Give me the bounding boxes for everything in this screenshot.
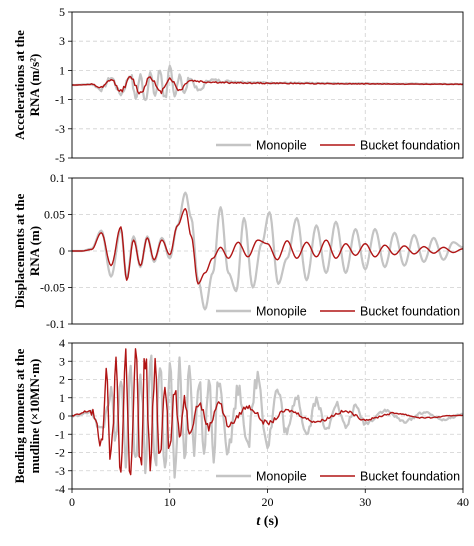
y-axis-label: Accelerations at theRNA (m/s²) bbox=[12, 30, 42, 140]
y-axis-label: Displacements at theRNA (m) bbox=[12, 193, 42, 308]
x-tick-label: 20 bbox=[262, 495, 274, 509]
legend: Monopile Bucket foundation bbox=[212, 301, 461, 321]
y-tick-label: 0.05 bbox=[44, 208, 65, 222]
y-tick-label: -4 bbox=[55, 482, 65, 496]
y-tick-label: -0.1 bbox=[46, 317, 65, 331]
y-tick-label: 3 bbox=[59, 34, 65, 48]
x-tick-label: 10 bbox=[164, 495, 176, 509]
y-axis-label-line: Displacements at the bbox=[12, 193, 27, 308]
x-tick-label: 0 bbox=[69, 495, 75, 509]
legend-label-bucket-foundation: Bucket foundation bbox=[360, 139, 460, 153]
legend-label-bucket-foundation: Bucket foundation bbox=[360, 470, 460, 484]
y-tick-label: 4 bbox=[59, 336, 65, 350]
x-tick-label: 30 bbox=[359, 495, 371, 509]
plot-frame bbox=[71, 11, 464, 159]
y-axis-label: Bending moments at themudline (×10MN·m) bbox=[12, 348, 42, 483]
legend-label-monopile: Monopile bbox=[256, 305, 307, 319]
legend-label-monopile: Monopile bbox=[256, 470, 307, 484]
y-tick-label: 1 bbox=[59, 391, 65, 405]
y-tick-label: 0 bbox=[59, 409, 65, 423]
x-axis-label: t (s) bbox=[256, 514, 279, 529]
y-tick-label: -3 bbox=[55, 464, 65, 478]
y-tick-label: 0.1 bbox=[50, 171, 65, 185]
legend-label-bucket-foundation: Bucket foundation bbox=[360, 305, 460, 319]
plot-frame bbox=[71, 177, 464, 325]
y-axis-label-line: RNA (m) bbox=[27, 226, 42, 276]
x-axis-label-unit: (s) bbox=[264, 514, 279, 529]
x-axis-label-var: t bbox=[256, 514, 263, 529]
legend: Monopile Bucket foundation bbox=[212, 135, 461, 155]
series-line-bucket-foundation bbox=[72, 348, 463, 476]
y-axis-label-line: RNA (m/s²) bbox=[27, 54, 42, 117]
y-tick-label: 2 bbox=[59, 373, 65, 387]
chart-panel-2: -0.1 -0.05 0 0.05 0.1 Monopile Bucket foundati… bbox=[12, 171, 464, 331]
legend-label-monopile: Monopile bbox=[256, 139, 307, 153]
legend: Monopile Bucket foundation bbox=[212, 466, 461, 486]
y-axis-label-line: Accelerations at the bbox=[12, 30, 27, 140]
series-line-monopile bbox=[72, 354, 463, 479]
y-tick-label: -0.05 bbox=[40, 281, 65, 295]
y-axis-label-line: mudline (×10MN·m) bbox=[27, 359, 42, 474]
y-axis-label-line: Bending moments at the bbox=[12, 348, 27, 483]
x-tick-label: 40 bbox=[457, 495, 469, 509]
y-tick-label: -1 bbox=[55, 93, 65, 107]
y-tick-label: 3 bbox=[59, 354, 65, 368]
y-tick-label: 1 bbox=[59, 63, 65, 77]
chart-panel-3: -4 -3 -2 -1 0 1 2 3 4 Monopile Bucket foundation Be… bbox=[12, 336, 469, 529]
series-line-bucket-foundation bbox=[72, 76, 463, 95]
y-tick-label: -5 bbox=[55, 151, 65, 165]
y-tick-label: 0 bbox=[59, 244, 65, 258]
y-tick-label: -2 bbox=[55, 446, 65, 460]
chart-panel-1: -5 -3 -1 1 3 5 Monopile Bucket foundation Accele… bbox=[12, 5, 464, 165]
y-tick-label: -3 bbox=[55, 122, 65, 136]
series-line-bucket-foundation bbox=[72, 208, 463, 285]
y-tick-label: 5 bbox=[59, 5, 65, 19]
y-tick-label: -1 bbox=[55, 427, 65, 441]
